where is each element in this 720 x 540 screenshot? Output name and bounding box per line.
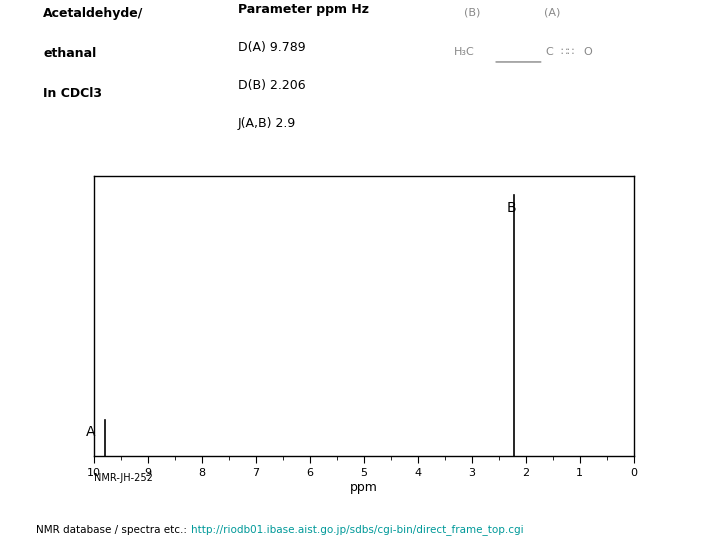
Text: (A): (A) — [544, 7, 560, 17]
Text: D(B) 2.206: D(B) 2.206 — [238, 79, 305, 92]
Text: Acetaldehyde/: Acetaldehyde/ — [43, 7, 143, 21]
Text: NMR database / spectra etc.:: NMR database / spectra etc.: — [36, 524, 194, 535]
X-axis label: ppm: ppm — [350, 481, 377, 494]
Text: In CDCl3: In CDCl3 — [43, 87, 102, 100]
Text: J(A,B) 2.9: J(A,B) 2.9 — [238, 117, 296, 130]
Text: ethanal: ethanal — [43, 46, 96, 59]
Text: H₃C: H₃C — [454, 46, 474, 57]
Text: B: B — [506, 201, 516, 215]
Text: (B): (B) — [464, 7, 481, 17]
Text: ∷∷: ∷∷ — [560, 46, 575, 57]
Text: http://riodb01.ibase.aist.go.jp/sdbs/cgi-bin/direct_frame_top.cgi: http://riodb01.ibase.aist.go.jp/sdbs/cgi… — [191, 524, 523, 535]
Text: O: O — [583, 46, 592, 57]
Text: C: C — [545, 46, 553, 57]
Text: NMR-JH-252: NMR-JH-252 — [94, 473, 153, 483]
Text: D(A) 9.789: D(A) 9.789 — [238, 41, 305, 54]
Text: Parameter ppm Hz: Parameter ppm Hz — [238, 3, 369, 16]
Text: A: A — [86, 426, 96, 440]
